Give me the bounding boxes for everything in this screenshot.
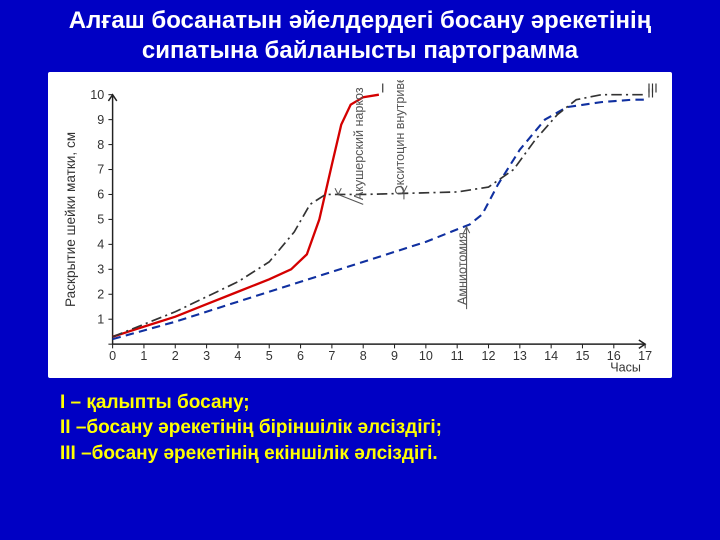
svg-text:6: 6	[297, 349, 304, 363]
svg-text:13: 13	[513, 349, 527, 363]
svg-text:5: 5	[266, 349, 273, 363]
svg-text:9: 9	[97, 113, 104, 127]
legend-line-3: III –босану әрекетінің екіншілік әлсізді…	[60, 441, 660, 467]
annotation: Акушерский наркоз	[352, 87, 366, 200]
svg-text:3: 3	[203, 349, 210, 363]
svg-text:8: 8	[97, 138, 104, 152]
annotation: Амниотомия	[456, 232, 470, 305]
svg-text:4: 4	[97, 238, 104, 252]
svg-text:0: 0	[109, 349, 116, 363]
svg-text:1: 1	[140, 349, 147, 363]
svg-text:Раскрытие шейки матки, см: Раскрытие шейки матки, см	[63, 132, 78, 307]
legend-line-1: I – қалыпты босану;	[60, 390, 660, 416]
svg-text:11: 11	[451, 349, 464, 363]
svg-text:9: 9	[391, 349, 398, 363]
svg-text:12: 12	[482, 349, 496, 363]
svg-text:10: 10	[90, 88, 104, 102]
svg-text:7: 7	[328, 349, 335, 363]
svg-text:Часы: Часы	[610, 360, 641, 373]
svg-text:2: 2	[172, 349, 179, 363]
series-III	[113, 95, 646, 337]
svg-text:6: 6	[97, 188, 104, 202]
svg-text:III: III	[647, 82, 657, 96]
svg-text:14: 14	[544, 349, 558, 363]
series-I	[113, 95, 379, 337]
svg-text:5: 5	[97, 213, 104, 227]
svg-text:1: 1	[97, 312, 104, 326]
svg-text:4: 4	[234, 349, 241, 363]
title-line-1: Алғаш босанатын әйелдердегі босану әреке…	[10, 6, 710, 36]
title-line-2: сипатына байланысты партограмма	[10, 36, 710, 66]
svg-text:10: 10	[419, 349, 433, 363]
legend-line-2: II –босану әрекетінің біріншілік әлсізді…	[60, 415, 660, 441]
svg-text:2: 2	[97, 287, 104, 301]
svg-text:8: 8	[360, 349, 367, 363]
svg-text:3: 3	[97, 263, 104, 277]
page-title: Алғаш босанатын әйелдердегі босану әреке…	[0, 0, 720, 68]
svg-text:15: 15	[575, 349, 589, 363]
chart-container: 0123456789101112131415161712345678910Час…	[48, 72, 672, 378]
svg-text:7: 7	[97, 163, 104, 177]
partogram-chart: 0123456789101112131415161712345678910Час…	[56, 80, 664, 374]
svg-text:I: I	[381, 82, 385, 96]
annotation: Окситоцин внутривенно	[393, 80, 407, 195]
legend: I – қалыпты босану; II –босану әрекетіні…	[0, 386, 720, 471]
